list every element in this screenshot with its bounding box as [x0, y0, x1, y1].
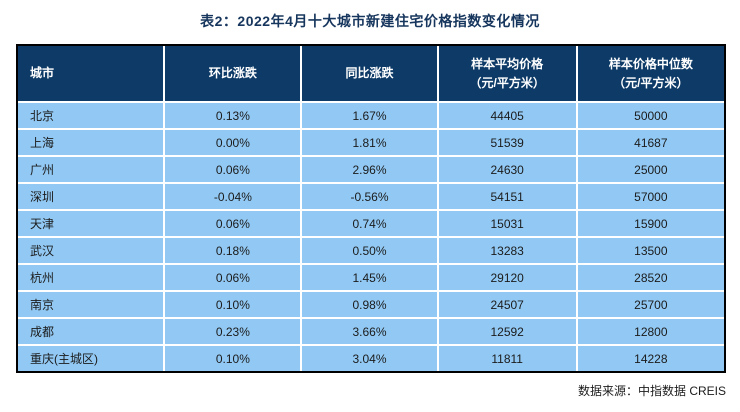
column-header-avg-price: 样本平均价格 （元/平方米）: [436, 46, 576, 101]
cell-avg-price: 13283: [436, 236, 576, 263]
cell-mom-change: 0.00%: [163, 128, 301, 155]
header-row: 城市 环比涨跌 同比涨跌 样本平均价格 （元/平方米）: [18, 46, 724, 101]
cell-city: 北京: [18, 101, 164, 128]
table-row: 天津 0.06% 0.74% 15031 15900: [18, 209, 724, 236]
cell-yoy-change: 2.96%: [300, 155, 437, 182]
cell-city: 广州: [18, 155, 164, 182]
cell-avg-price: 29120: [436, 263, 576, 290]
column-header-subtitle: （元/平方米）: [469, 75, 545, 90]
column-header-label: 同比涨跌: [345, 66, 394, 81]
cell-avg-price: 54151: [436, 182, 576, 209]
column-header-mom-change: 环比涨跌: [163, 46, 301, 101]
cell-yoy-change: 0.50%: [300, 236, 437, 263]
table-row: 杭州 0.06% 1.45% 29120 28520: [18, 263, 724, 290]
cell-city: 重庆(主城区): [18, 344, 164, 371]
cell-median-price: 12800: [575, 317, 724, 344]
cell-yoy-change: 1.81%: [300, 128, 437, 155]
cell-avg-price: 24630: [436, 155, 576, 182]
cell-mom-change: 0.18%: [163, 236, 301, 263]
cell-median-price: 15900: [575, 209, 724, 236]
table-row: 广州 0.06% 2.96% 24630 25000: [18, 155, 724, 182]
cell-mom-change: 0.10%: [163, 290, 301, 317]
column-header-subtitle: （元/平方米）: [613, 75, 689, 90]
cell-yoy-change: 3.66%: [300, 317, 437, 344]
cell-yoy-change: 0.98%: [300, 290, 437, 317]
cell-city: 成都: [18, 317, 164, 344]
cell-yoy-change: 1.45%: [300, 263, 437, 290]
cell-median-price: 57000: [575, 182, 724, 209]
cell-avg-price: 11811: [436, 344, 576, 371]
cell-median-price: 50000: [575, 101, 724, 128]
cell-yoy-change: 0.74%: [300, 209, 437, 236]
cell-median-price: 14228: [575, 344, 724, 371]
table-row: 南京 0.10% 0.98% 24507 25700: [18, 290, 724, 317]
cell-median-price: 13500: [575, 236, 724, 263]
cell-avg-price: 12592: [436, 317, 576, 344]
cell-mom-change: 0.06%: [163, 263, 301, 290]
cell-avg-price: 24507: [436, 290, 576, 317]
cell-median-price: 25000: [575, 155, 724, 182]
table-row: 北京 0.13% 1.67% 44405 50000: [18, 101, 724, 128]
cell-avg-price: 51539: [436, 128, 576, 155]
table-title: 表2：2022年4月十大城市新建住宅价格指数变化情况: [200, 13, 540, 29]
table-row: 深圳 -0.04% -0.56% 54151 57000: [18, 182, 724, 209]
cell-mom-change: 0.06%: [163, 209, 301, 236]
cell-city: 天津: [18, 209, 164, 236]
column-header-label: 样本平均价格: [471, 56, 544, 71]
cell-yoy-change: 1.67%: [300, 101, 437, 128]
data-table: 城市 环比涨跌 同比涨跌 样本平均价格 （元/平方米）: [18, 46, 724, 371]
cell-avg-price: 15031: [436, 209, 576, 236]
cell-median-price: 41687: [575, 128, 724, 155]
data-source: 数据来源：中指数据 CREIS: [577, 384, 726, 398]
cell-median-price: 25700: [575, 290, 724, 317]
cell-mom-change: 0.10%: [163, 344, 301, 371]
cell-mom-change: -0.04%: [163, 182, 301, 209]
cell-city: 南京: [18, 290, 164, 317]
column-header-city: 城市: [18, 46, 164, 101]
cell-median-price: 28520: [575, 263, 724, 290]
column-header-label: 环比涨跌: [208, 66, 257, 81]
column-header-median-price: 样本价格中位数 （元/平方米）: [575, 46, 724, 101]
table-row: 武汉 0.18% 0.50% 13283 13500: [18, 236, 724, 263]
column-header-yoy-change: 同比涨跌: [300, 46, 437, 101]
column-header-label: 城市: [30, 66, 55, 81]
cell-yoy-change: -0.56%: [300, 182, 437, 209]
table-row: 成都 0.23% 3.66% 12592 12800: [18, 317, 724, 344]
cell-city: 武汉: [18, 236, 164, 263]
cell-city: 杭州: [18, 263, 164, 290]
cell-yoy-change: 3.04%: [300, 344, 437, 371]
price-index-table: 城市 环比涨跌 同比涨跌 样本平均价格 （元/平方米）: [16, 44, 726, 373]
cell-city: 深圳: [18, 182, 164, 209]
table-row: 重庆(主城区) 0.10% 3.04% 11811 14228: [18, 344, 724, 371]
cell-avg-price: 44405: [436, 101, 576, 128]
cell-city: 上海: [18, 128, 164, 155]
cell-mom-change: 0.23%: [163, 317, 301, 344]
cell-mom-change: 0.06%: [163, 155, 301, 182]
column-header-label: 样本价格中位数: [608, 56, 693, 71]
table-row: 上海 0.00% 1.81% 51539 41687: [18, 128, 724, 155]
cell-mom-change: 0.13%: [163, 101, 301, 128]
